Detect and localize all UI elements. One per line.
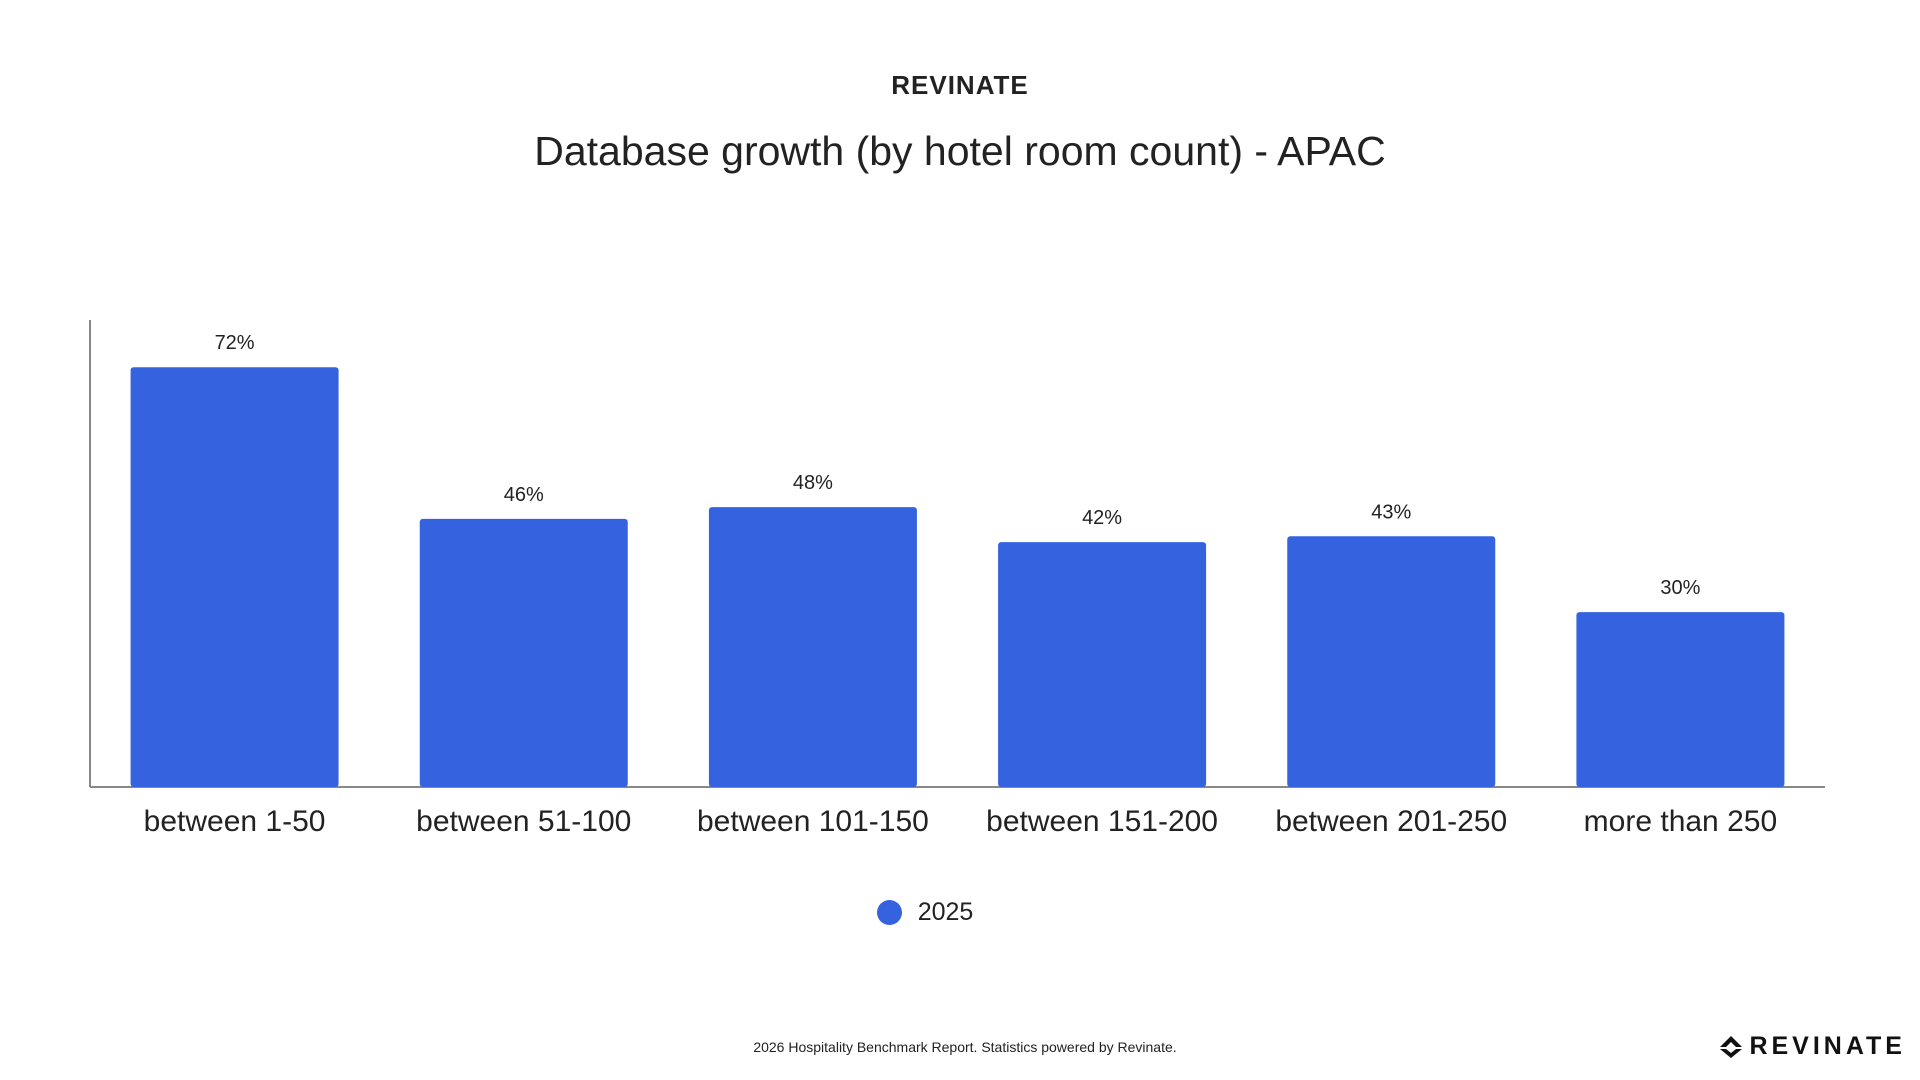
footer-logo: REVINATE [1719,1032,1906,1061]
bar-3 [708,507,917,787]
x-tick-label-1: between 1-50 [144,805,326,838]
bar-1 [130,367,339,787]
bar-4 [998,542,1207,787]
bar-6 [1576,612,1785,787]
data-label-4: 42% [1082,507,1122,529]
data-label-2: 46% [504,484,544,506]
brand-header: REVINATE [891,70,1029,100]
data-label-6: 30% [1660,577,1700,599]
x-tick-label-6: more than 250 [1584,805,1777,838]
chart-title: Database growth (by hotel room count) - … [534,128,1386,174]
data-label-5: 43% [1371,501,1411,523]
x-tick-label-5: between 201-250 [1275,805,1507,838]
bar-2 [419,518,628,787]
x-tick-label-2: between 51-100 [416,805,631,838]
footer-note: 2026 Hospitality Benchmark Report. Stati… [753,1039,1177,1055]
x-tick-label-3: between 101-150 [697,805,929,838]
footer-logo-text: REVINATE [1749,1032,1906,1060]
legend-swatch [876,900,902,925]
x-tick-label-4: between 151-200 [986,805,1218,838]
revinate-logo-icon [1720,1035,1743,1058]
data-label-1: 72% [215,332,255,354]
bar-5 [1287,536,1496,787]
legend-label: 2025 [917,898,974,926]
data-label-3: 48% [793,472,833,494]
legend: 2025 [0,898,1920,927]
